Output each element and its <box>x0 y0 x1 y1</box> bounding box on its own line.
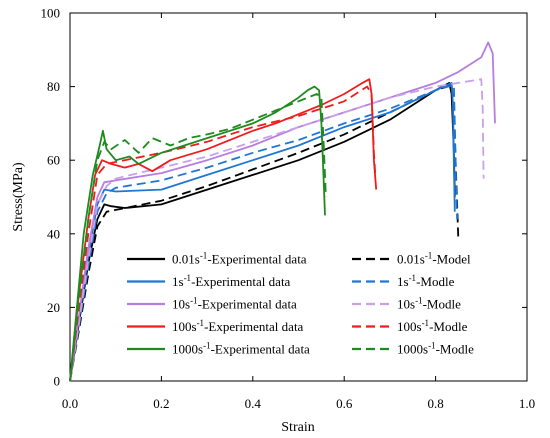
x-tick-label: 1.0 <box>519 396 535 411</box>
series-line-6 <box>69 78 378 382</box>
legend-label-7: 100s-1-Modle <box>397 318 468 334</box>
legend-suffix: -Experimental data <box>211 342 310 357</box>
legend-label-1: 0.01s-1-Model <box>397 251 471 267</box>
legend-label-8: 1000s-1-Experimental data <box>172 341 310 357</box>
legend-rate: 0.01s <box>397 252 425 267</box>
legend-rate: 1000s <box>172 342 203 357</box>
y-tick-label: 80 <box>47 79 60 94</box>
legend-superscript: -1 <box>184 273 192 283</box>
legend-superscript: -1 <box>428 341 436 351</box>
legend: 0.01s-1-Experimental data 0.01s-1-Model1s… <box>127 251 474 357</box>
x-tick-label: 0.4 <box>245 396 262 411</box>
series-line-3 <box>69 83 458 382</box>
series-line-9 <box>69 93 327 382</box>
legend-suffix: -Modle <box>423 297 462 312</box>
legend-suffix: -Experimental data <box>191 274 290 289</box>
x-tick-label: 0.6 <box>336 396 353 411</box>
legend-label-5: 10s-1-Modle <box>397 296 461 312</box>
legend-rate: 10s <box>397 297 415 312</box>
series-layer <box>69 41 496 382</box>
legend-rate: 0.01s <box>172 252 200 267</box>
legend-rate: 1s <box>172 274 184 289</box>
legend-superscript: -1 <box>422 318 430 328</box>
legend-label-2: 1s-1-Experimental data <box>172 273 291 289</box>
y-tick-label: 40 <box>47 226 60 241</box>
legend-suffix: -Model <box>432 252 471 267</box>
legend-suffix: -Experimental data <box>207 252 306 267</box>
legend-rate: 100s <box>397 319 422 334</box>
x-tick-label: 0.8 <box>427 396 443 411</box>
series-line-4 <box>69 41 496 382</box>
y-tick-label: 60 <box>47 153 60 168</box>
legend-superscript: -1 <box>415 296 423 306</box>
legend-rate: 1000s <box>397 342 428 357</box>
legend-superscript: -1 <box>203 341 211 351</box>
legend-superscript: -1 <box>190 296 198 306</box>
series-line-1 <box>69 83 460 382</box>
legend-rate: 100s <box>172 319 197 334</box>
legend-superscript: -1 <box>197 318 205 328</box>
legend-suffix: -Modle <box>436 342 475 357</box>
series-line-5 <box>69 78 485 382</box>
series-line-8 <box>69 85 326 382</box>
x-tick-label: 0.0 <box>62 396 78 411</box>
plot-frame <box>69 12 528 382</box>
legend-superscript: -1 <box>409 273 417 283</box>
series-line-7 <box>69 85 377 382</box>
y-tick-label: 100 <box>41 6 61 21</box>
legend-label-3: 1s-1-Modle <box>397 273 455 289</box>
legend-rate: 10s <box>172 297 190 312</box>
y-tick-labels: 0 20 40 60 80 100 <box>41 6 61 389</box>
legend-superscript: -1 <box>200 251 208 261</box>
legend-suffix: -Modle <box>429 319 468 334</box>
y-tick-label: 20 <box>47 300 60 315</box>
legend-label-9: 1000s-1-Modle <box>397 341 474 357</box>
x-tick-labels: 0.0 0.2 0.4 0.6 0.8 1.0 <box>62 396 535 411</box>
legend-suffix: -Experimental data <box>198 297 297 312</box>
legend-superscript: -1 <box>425 251 433 261</box>
legend-label-0: 0.01s-1-Experimental data <box>172 251 307 267</box>
x-axis-title: Strain <box>281 420 314 435</box>
legend-label-6: 100s-1-Experimental data <box>172 318 304 334</box>
legend-suffix: -Modle <box>416 274 455 289</box>
y-tick-label: 0 <box>54 374 61 389</box>
y-axis-title: Stress(MPa) <box>11 162 26 232</box>
x-tick-label: 0.2 <box>153 396 169 411</box>
legend-suffix: -Experimental data <box>204 319 303 334</box>
legend-rate: 1s <box>397 274 409 289</box>
legend-label-4: 10s-1-Experimental data <box>172 296 297 312</box>
